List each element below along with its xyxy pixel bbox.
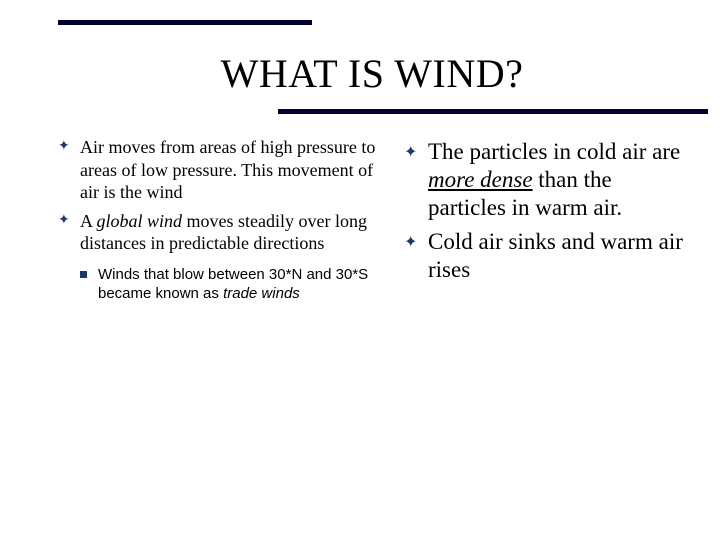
list-item: Cold air sinks and warm air rises bbox=[404, 228, 686, 284]
text-prefix: A bbox=[80, 211, 97, 231]
slide-title: WHAT IS WIND? bbox=[58, 50, 686, 97]
under-rule bbox=[278, 109, 708, 114]
list-item: A global wind moves steadily over long d… bbox=[58, 210, 386, 255]
bullet-text: A global wind moves steadily over long d… bbox=[80, 211, 367, 254]
sub-bullet-text: Winds that blow between 30*N and 30*S be… bbox=[98, 266, 368, 303]
right-column: The particles in cold air are more dense… bbox=[404, 136, 686, 304]
text-prefix: The particles in cold air are bbox=[428, 139, 680, 164]
bullet-text: The particles in cold air are more dense… bbox=[428, 139, 680, 220]
left-bullet-list: Air moves from areas of high pressure to… bbox=[58, 136, 386, 255]
text-italic: global wind bbox=[97, 211, 183, 231]
text-underline: more dense bbox=[428, 167, 533, 192]
sub-bullet-list: Winds that blow between 30*N and 30*S be… bbox=[80, 265, 386, 304]
bullet-text: Cold air sinks and warm air rises bbox=[428, 229, 683, 282]
list-item: The particles in cold air are more dense… bbox=[404, 138, 686, 222]
list-item: Air moves from areas of high pressure to… bbox=[58, 136, 386, 204]
bullet-text: Air moves from areas of high pressure to… bbox=[80, 137, 375, 202]
slide: WHAT IS WIND? Air moves from areas of hi… bbox=[0, 0, 720, 540]
top-rule bbox=[58, 20, 312, 25]
right-bullet-list: The particles in cold air are more dense… bbox=[404, 138, 686, 284]
text-italic: trade winds bbox=[223, 285, 300, 302]
columns: Air moves from areas of high pressure to… bbox=[58, 136, 686, 304]
left-column: Air moves from areas of high pressure to… bbox=[58, 136, 386, 304]
title-wrap: WHAT IS WIND? bbox=[58, 50, 686, 97]
sub-list-item: Winds that blow between 30*N and 30*S be… bbox=[80, 265, 386, 304]
